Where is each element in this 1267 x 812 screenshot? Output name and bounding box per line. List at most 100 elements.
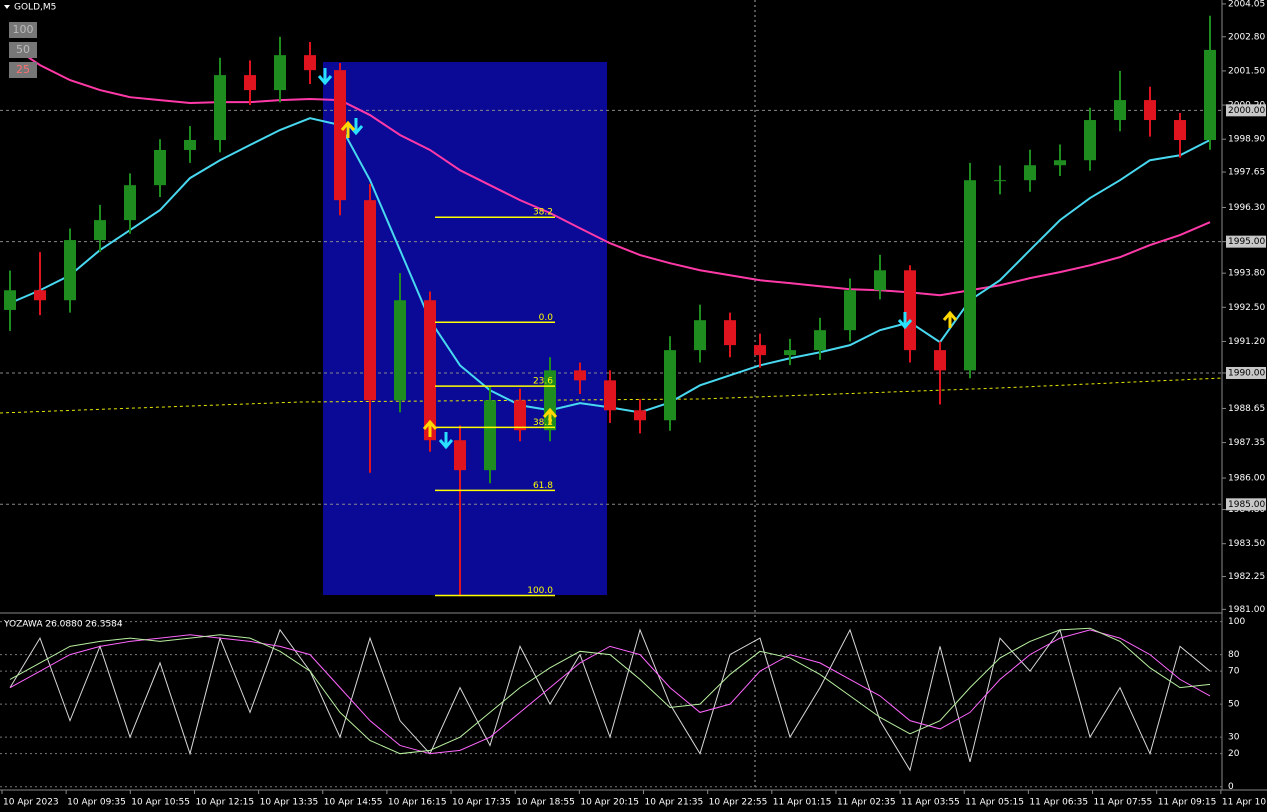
zoom-button-label: 100 (13, 23, 34, 36)
candle-body (784, 350, 796, 356)
candle-body (364, 200, 376, 401)
y-tick-label: 0 (1228, 782, 1234, 792)
zoom-button[interactable] (9, 42, 37, 58)
y-tick-label: 2002.80 (1228, 32, 1265, 42)
indicator-title: YOZAWA 26.0880 26.3584 (3, 620, 123, 630)
x-tick-label: 10 Apr 12:15 (195, 798, 254, 808)
x-tick-label: 10 Apr 16:15 (388, 798, 447, 808)
zoom-button[interactable] (9, 62, 37, 78)
level-label: 2000.00 (1228, 106, 1265, 116)
signals (317, 68, 958, 450)
x-tick-label: 11 Apr 03:55 (901, 798, 960, 808)
candle-body (304, 55, 316, 71)
candle-body (994, 180, 1006, 182)
menu-triangle (4, 5, 10, 9)
y-tick-label: 2001.50 (1228, 66, 1265, 76)
candle-body (904, 270, 916, 351)
level-label: 1995.00 (1228, 237, 1265, 247)
fib-label: 23.6 (533, 377, 553, 387)
candle-body (814, 330, 826, 351)
candle-body (214, 75, 226, 140)
fib-label: 0.0 (539, 313, 554, 323)
candle-body (244, 75, 256, 91)
y-tick-label: 70 (1228, 667, 1240, 677)
candle-body (1054, 160, 1066, 166)
candle-body (184, 139, 196, 150)
zoom-button-label: 25 (16, 63, 30, 76)
zoom-button[interactable] (9, 22, 37, 38)
candle-body (484, 400, 496, 471)
candle-body (64, 240, 76, 301)
x-tick-label: 11 Apr 09:15 (1158, 798, 1217, 808)
candle-body (1024, 165, 1036, 181)
y-tick-label: 50 (1228, 700, 1240, 710)
candle-body (844, 290, 856, 331)
x-tick-label: 11 Apr 07:55 (1094, 798, 1153, 808)
y-tick-label: 1991.20 (1228, 337, 1265, 347)
trend-line (0, 377, 1223, 414)
level-label: 1985.00 (1228, 500, 1265, 510)
oscillator-line (9, 628, 1211, 772)
y-tick-label: 1987.35 (1228, 438, 1265, 448)
x-tick-label: 10 Apr 13:35 (260, 798, 319, 808)
y-tick-label: 1988.65 (1228, 404, 1265, 414)
candle-body (1084, 120, 1096, 161)
candle-body (514, 400, 526, 431)
candle-body (154, 149, 166, 186)
x-tick-label: 10 Apr 17:35 (452, 798, 511, 808)
zoom-button-label: 50 (16, 43, 30, 56)
y-tick-label: 1981.00 (1228, 605, 1265, 615)
x-tick-label: 10 Apr 2023 (3, 798, 59, 808)
y-tick-label: 1996.30 (1228, 203, 1265, 213)
x-tick-label: 11 Apr 02:35 (837, 798, 896, 808)
x-tick-label: 10 Apr 22:55 (709, 798, 768, 808)
candle-body (454, 440, 466, 471)
x-tick-label: 11 Apr 01:15 (773, 798, 832, 808)
candle-body (574, 370, 586, 381)
level-box (1226, 235, 1266, 248)
fib-label: 100.0 (527, 586, 553, 596)
level-box (1226, 366, 1266, 379)
x-tick-label: 11 Apr 10:35 (1222, 798, 1267, 808)
candle-body (334, 70, 346, 201)
candle-body (1114, 100, 1126, 121)
fib-label: 61.8 (533, 481, 553, 491)
level-box (1226, 104, 1266, 117)
y-tick-label: 1983.50 (1228, 539, 1265, 549)
moving-average (9, 44, 1211, 297)
candle-body (424, 300, 436, 441)
candle-body (1174, 120, 1186, 140)
symbol-title: GOLD,M5 (14, 3, 56, 13)
y-tick-label: 80 (1228, 650, 1240, 660)
y-tick-label: 1993.80 (1228, 269, 1265, 279)
x-tick-label: 11 Apr 06:35 (1029, 798, 1088, 808)
candle-body (754, 345, 766, 356)
level-box (1226, 498, 1266, 511)
fib-label: 38.2 (533, 208, 553, 218)
fib-label: 38.2 (533, 418, 553, 428)
candle-body (604, 380, 616, 411)
level-label: 1990.00 (1228, 368, 1265, 378)
x-tick-label: 11 Apr 05:15 (965, 798, 1024, 808)
y-tick-label: 1982.25 (1228, 572, 1265, 582)
y-tick-label: 30 (1228, 733, 1240, 743)
candle-body (124, 185, 136, 221)
candle-body (394, 300, 406, 401)
x-tick-label: 10 Apr 14:55 (324, 798, 383, 808)
y-tick-label: 100 (1228, 617, 1245, 627)
candle-body (634, 410, 646, 421)
y-tick-label: 20 (1228, 749, 1240, 759)
y-tick-label: 2004.05 (1228, 0, 1265, 9)
candle-body (274, 55, 286, 91)
y-tick-label: 1986.00 (1228, 474, 1265, 484)
y-tick-label: 1998.90 (1228, 135, 1265, 145)
candle-body (4, 290, 16, 310)
candle-body (724, 320, 736, 346)
candle-body (694, 320, 706, 351)
y-tick-label: 1992.50 (1228, 303, 1265, 313)
candle-body (1204, 49, 1216, 140)
x-tick-label: 10 Apr 21:35 (645, 798, 704, 808)
